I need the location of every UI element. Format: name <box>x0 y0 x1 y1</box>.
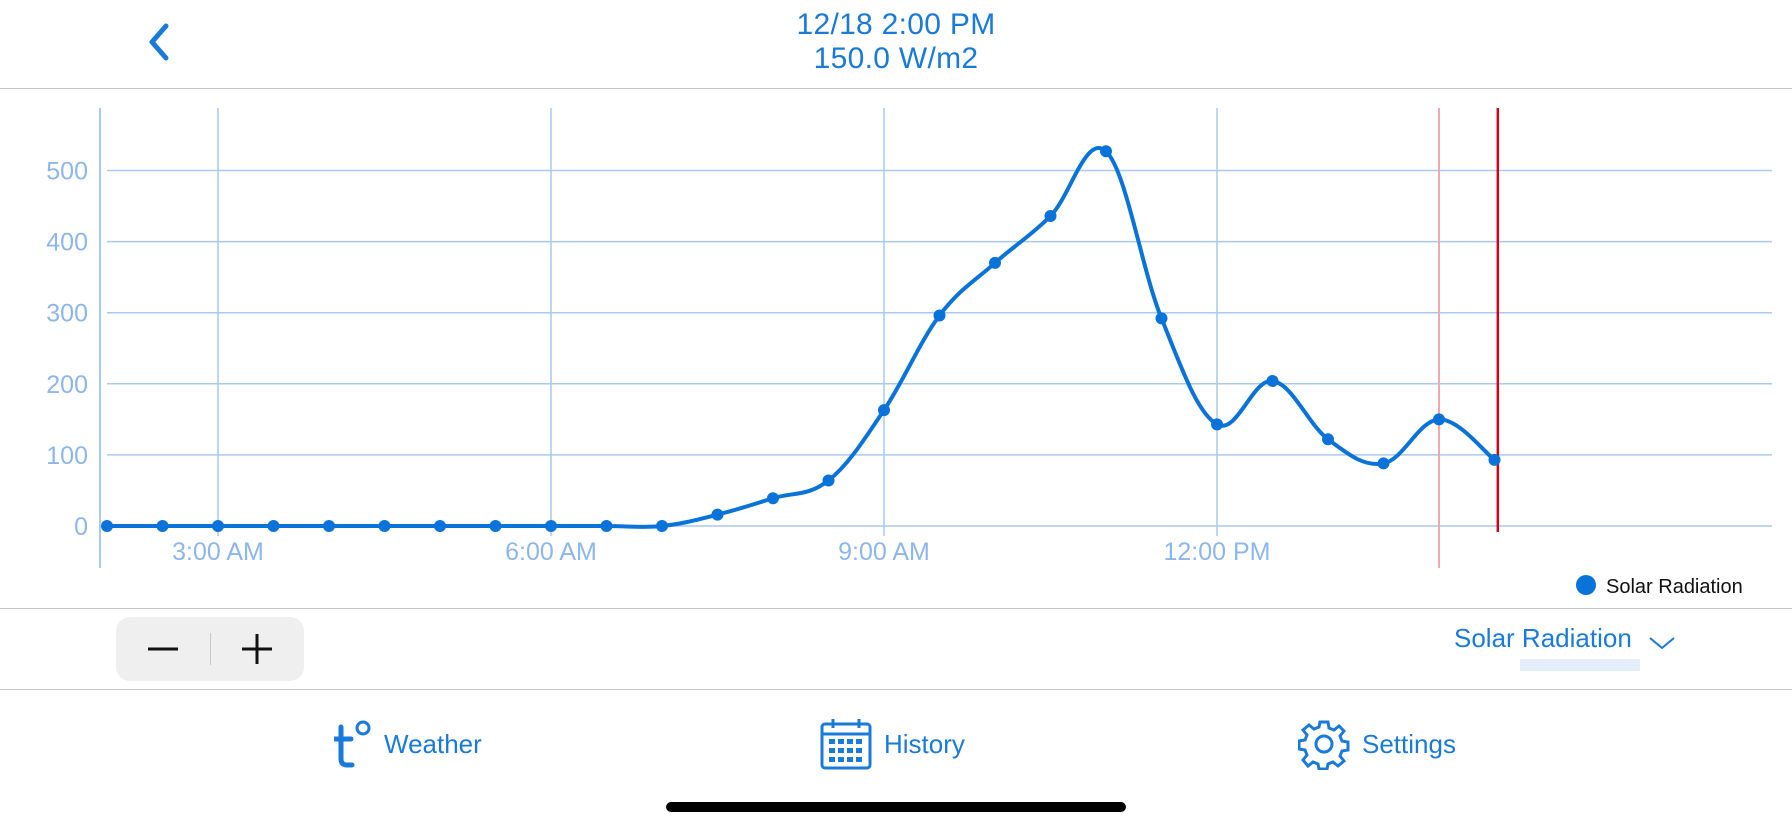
calendar-icon <box>820 719 872 770</box>
legend-label: Solar Radiation <box>1606 576 1743 598</box>
zoom-in-button[interactable] <box>210 617 304 681</box>
data-point[interactable] <box>1322 433 1334 446</box>
metric-subtitle-placeholder <box>1520 659 1640 671</box>
data-point[interactable] <box>656 520 668 532</box>
solar-radiation-chart[interactable]: 0 100 200 300 400 500 3:00 AM 6:00 AM 9:00 AM 12:… <box>0 90 1792 606</box>
legend-swatch <box>1576 575 1596 595</box>
data-point[interactable] <box>1266 374 1279 387</box>
metric-selector[interactable]: Solar Radiation <box>1454 623 1632 653</box>
data-point[interactable] <box>489 520 502 532</box>
chart-toolbar: Solar Radiation <box>0 608 1792 690</box>
y-tick-label: 0 <box>74 513 88 541</box>
tab-weather-label: Weather <box>384 728 482 759</box>
data-point[interactable] <box>1100 145 1112 158</box>
solar-radiation-line <box>107 146 1496 529</box>
data-point[interactable] <box>156 520 169 532</box>
header: 12/18 2:00 PM 150.0 W/m2 <box>0 0 1792 89</box>
data-point[interactable] <box>101 520 113 532</box>
data-point[interactable] <box>378 520 391 532</box>
back-button[interactable] <box>140 18 180 66</box>
temperature-icon <box>334 720 371 768</box>
plus-icon <box>242 634 272 664</box>
data-point[interactable] <box>1211 418 1223 431</box>
chevron-down-icon[interactable] <box>1648 635 1676 651</box>
timestamp-label: 12/18 2:00 PM <box>796 8 996 41</box>
x-tick-label: 9:00 AM <box>838 538 930 566</box>
data-point[interactable] <box>767 492 779 505</box>
chart-legend: Solar Radiation <box>1576 575 1743 598</box>
data-point[interactable] <box>822 474 835 487</box>
y-tick-label: 400 <box>46 229 88 257</box>
data-point[interactable] <box>711 508 724 521</box>
data-point[interactable] <box>1433 413 1445 426</box>
chevron-left-icon <box>149 23 169 61</box>
data-point[interactable] <box>1488 453 1501 466</box>
tab-history-label: History <box>884 728 965 759</box>
zoom-stepper <box>116 617 304 681</box>
y-tick-label: 500 <box>46 158 88 186</box>
data-point[interactable] <box>878 404 890 417</box>
y-tick-label: 300 <box>46 300 88 328</box>
y-tick-label: 100 <box>46 442 88 470</box>
data-point[interactable] <box>323 520 335 532</box>
data-point[interactable] <box>1155 312 1168 325</box>
stepper-divider <box>210 633 211 665</box>
tab-history[interactable]: History <box>820 714 965 774</box>
x-tick-label: 6:00 AM <box>505 538 597 566</box>
data-point[interactable] <box>434 520 446 532</box>
tab-settings-label: Settings <box>1362 728 1456 759</box>
home-indicator <box>666 802 1126 812</box>
data-point[interactable] <box>933 309 946 322</box>
gear-icon <box>1298 720 1350 770</box>
data-point[interactable] <box>600 520 613 532</box>
tab-weather[interactable]: Weather <box>334 714 482 774</box>
data-point[interactable] <box>1044 210 1057 223</box>
reading-value: 150.0 W/m2 <box>813 42 979 75</box>
tab-settings[interactable]: Settings <box>1298 714 1456 774</box>
x-tick-label: 3:00 AM <box>172 538 264 566</box>
tab-bar: Weather History Settings <box>0 690 1792 828</box>
data-point[interactable] <box>989 256 1001 269</box>
x-tick-label: 12:00 PM <box>1163 538 1270 566</box>
y-tick-label: 200 <box>46 371 88 399</box>
data-point[interactable] <box>545 520 557 532</box>
minus-icon <box>148 647 178 651</box>
data-point[interactable] <box>267 520 280 532</box>
data-point[interactable] <box>1377 457 1390 470</box>
data-point[interactable] <box>212 520 224 532</box>
zoom-out-button[interactable] <box>116 617 210 681</box>
